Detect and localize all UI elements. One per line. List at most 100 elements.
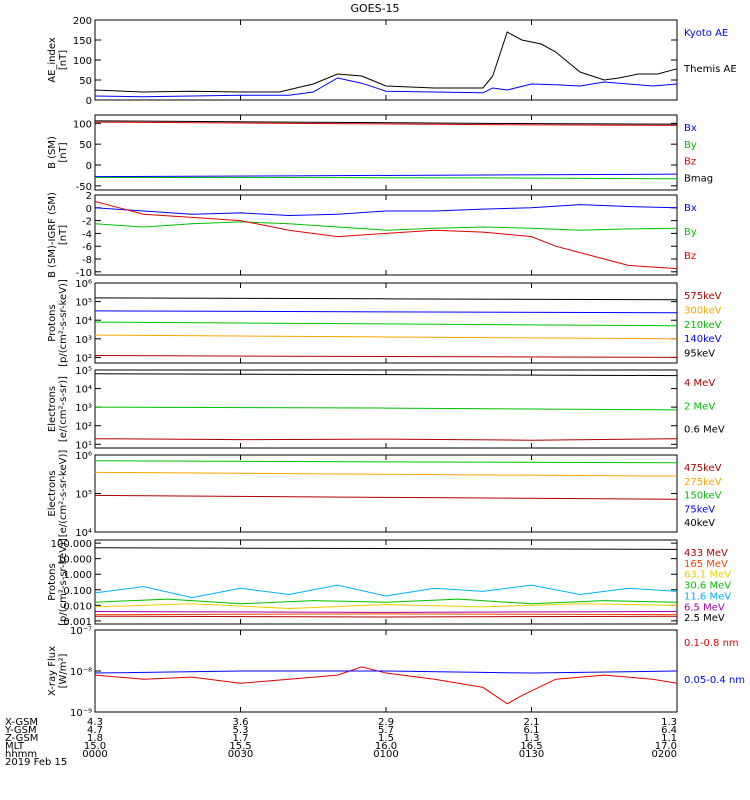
footer-value: 1.3	[661, 717, 677, 728]
footer-value: 1.5	[378, 733, 394, 744]
legend-label: 2 MeV	[684, 401, 715, 412]
y-axis-label-line: [nT]	[58, 225, 69, 245]
ytick-label: 10⁴	[75, 528, 92, 539]
y-axis-label-line: Electrons	[47, 386, 58, 432]
y-axis-label-line: [nT]	[58, 142, 69, 162]
legend-label: 40keV	[684, 518, 715, 529]
series-line-275keV	[94, 471, 678, 477]
legend-label: 140keV	[684, 334, 722, 345]
series-line-300keV	[94, 334, 678, 340]
series-line-140keV	[94, 310, 678, 314]
series-line-Bz	[94, 200, 678, 270]
ytick-label: 10³	[75, 403, 92, 414]
y-axis-label: Electrons[e/(cm²-s-sr)]	[47, 376, 69, 442]
ytick-label: 10³	[75, 335, 92, 346]
legend-label: Bz	[684, 251, 696, 262]
y-axis-label: B (SM)-IGRF (SM)[nT]	[47, 192, 69, 278]
ytick-label: 2	[86, 191, 92, 202]
ytick-label: -4	[82, 229, 92, 240]
ytick-label: 50	[79, 76, 92, 87]
legend-label: 95keV	[684, 349, 715, 360]
footer-value: 6.4	[661, 725, 677, 736]
footer-value: 6.1	[524, 725, 540, 736]
y-axis-label-line: [nT]	[58, 50, 69, 70]
legend-label: 6.5 MeV	[684, 602, 725, 613]
series-line-2.5-MeV	[94, 547, 678, 550]
ytick-label: 10⁴	[75, 316, 92, 327]
legend-label: By	[684, 227, 697, 238]
series-line-Bx	[94, 173, 678, 178]
series-line-Bz	[94, 121, 678, 126]
panel-protons2: 100.00010.0001.0000.1000.0100.001Protons…	[47, 538, 731, 628]
y-axis-label-line: B (SM)	[47, 136, 58, 169]
legend-label: 0.6 MeV	[684, 425, 725, 436]
ytick-label: 200	[73, 16, 92, 27]
legend-label: Bz	[684, 157, 696, 168]
panel-frame	[94, 194, 678, 276]
panel-electrons1: 10⁵ 10⁴ 10³ 10² 10¹ Electrons[e/(cm²-s-sr)] 4 …	[47, 366, 725, 451]
y-axis-label-line: Protons	[47, 563, 58, 600]
series-line-4-MeV	[94, 438, 678, 441]
legend-label: Bmag	[684, 173, 713, 184]
x-axis-footer: X-GSM 4.3 3.6 2.9 2.1 1.3 Y-GSM 4.7 5.3 5.7 6.1 6.4…	[4, 717, 677, 768]
ytick-label: 10²	[75, 353, 92, 364]
legend-label: 2.5 MeV	[684, 613, 725, 624]
series-line-95keV	[94, 297, 678, 301]
y-axis-label-line: Protons	[47, 304, 58, 341]
date-label: 2019 Feb 15	[5, 757, 67, 768]
legend-label: 4 MeV	[684, 378, 715, 389]
y-axis-label: AE_index[nT]	[47, 37, 69, 83]
series-line-Kyoto-AE	[94, 77, 678, 98]
ytick-label: 10⁻⁹	[70, 708, 92, 719]
ytick-label: 10.000	[57, 555, 92, 566]
y-axis-label: B (SM)[nT]	[47, 136, 69, 169]
y-axis-label-line: B (SM)-IGRF (SM)	[47, 192, 58, 278]
footer-value: 1.8	[87, 733, 103, 744]
footer-value: 1.1	[661, 733, 677, 744]
ytick-label: 1.000	[63, 570, 92, 581]
series-line-By	[95, 177, 678, 180]
series-line-Bmag	[94, 120, 678, 125]
legend-label: 0.1-0.8 nm	[684, 638, 739, 649]
series-line-6.5-MeV	[94, 611, 678, 613]
ytick-label: 0.100	[63, 586, 92, 597]
series-line-433-MeV	[94, 615, 678, 618]
ytick-label: -50	[76, 182, 92, 193]
ytick-label: 10⁵	[75, 298, 92, 309]
series-line-210keV	[94, 321, 678, 327]
legend-label: 300keV	[684, 305, 722, 316]
panel-bsm: 100 50 0 -50 B (SM)[nT] Bx By Bz Bmag	[47, 114, 713, 193]
panel-ae: 200 150 100 50 0 AE_index[nT] Kyoto AE Themis A…	[47, 16, 737, 107]
panel-protons1: 10⁶ 10⁵ 10⁴ 10³ 10² Protons[p/(cm²-s-sr-keV)]…	[47, 279, 722, 367]
footer-row-label: Z-GSM	[5, 733, 38, 744]
legend-label: Bx	[684, 123, 697, 134]
legend-label: 0.05-0.4 nm	[684, 675, 745, 686]
footer-value: 4.3	[87, 717, 103, 728]
panel-electrons2: 10⁶ 10⁵ 10⁴ Electrons[e/(cm²-s-sr-keV)] 475k…	[47, 450, 722, 539]
series-line-0.1-0.8-nm	[94, 666, 678, 705]
legend-label: 30.6 MeV	[684, 581, 731, 592]
ytick-label: 10⁻⁸	[70, 667, 92, 678]
y-axis-label: X-ray Flux[W/m²]	[47, 646, 69, 696]
ytick-label: 10⁵	[75, 490, 92, 501]
footer-value: 15.0	[84, 741, 106, 752]
ytick-label: -2	[82, 217, 92, 228]
panel-frame	[94, 19, 678, 101]
y-axis-label: Protons[p/(cm²-s-sr-keV)]	[47, 538, 69, 626]
footer-value: 0000	[82, 749, 107, 760]
ytick-label: 0.001	[63, 617, 92, 628]
ytick-label: 50	[79, 140, 92, 151]
footer-value: 17.0	[655, 741, 677, 752]
footer-row-label: hhmm	[5, 749, 37, 760]
series-line-2-MeV	[94, 406, 678, 411]
y-axis-label-line: [W/m²]	[58, 653, 69, 688]
ytick-label: 0	[86, 204, 92, 215]
footer-value: 3.6	[233, 717, 249, 728]
series-line-11.6-MeV	[94, 584, 678, 599]
footer-row-label: MLT	[5, 741, 25, 752]
footer-value: 15.5	[229, 741, 251, 752]
legend-label: 275keV	[684, 477, 722, 488]
footer-value: 2.1	[524, 717, 540, 728]
footer-value: 0100	[373, 749, 398, 760]
